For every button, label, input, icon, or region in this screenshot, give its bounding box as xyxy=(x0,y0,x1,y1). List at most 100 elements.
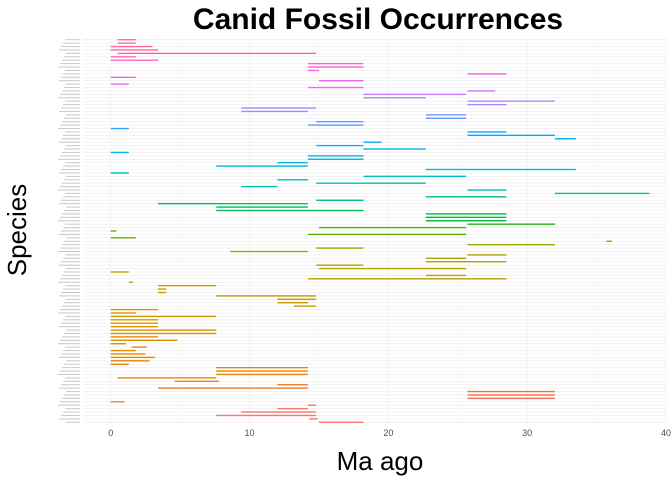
species-tick-label-mark xyxy=(59,326,80,328)
species-tick-label-mark xyxy=(63,350,80,352)
species-tick-label-mark xyxy=(58,312,80,314)
occurrence-bar xyxy=(216,165,308,167)
species-tick-label-mark xyxy=(59,172,80,174)
occurrence-bar xyxy=(110,332,217,335)
species-tick-label-mark xyxy=(61,169,80,171)
occurrence-bar xyxy=(216,209,364,212)
occurrence-bar xyxy=(216,414,317,417)
species-tick-label-mark xyxy=(62,182,80,184)
species-tick-label-mark xyxy=(64,87,80,89)
occurrence-bar xyxy=(110,312,136,314)
occurrence-bar xyxy=(157,291,167,294)
species-tick-label-mark xyxy=(60,124,80,126)
species-tick-label-mark xyxy=(65,377,80,379)
occurrence-bar xyxy=(425,220,507,222)
species-tick-label-mark xyxy=(61,199,80,201)
species-tick-label-mark xyxy=(63,411,80,413)
occurrence-bar xyxy=(110,59,158,61)
occurrence-bar xyxy=(110,319,158,321)
occurrence-bar xyxy=(230,250,308,253)
species-tick-label-mark xyxy=(58,189,80,191)
occurrence-bar xyxy=(110,353,146,355)
species-tick-label-mark xyxy=(58,343,80,345)
occurrence-bar xyxy=(425,274,467,277)
occurrence-bar xyxy=(425,213,507,215)
species-tick-label-mark xyxy=(64,363,80,365)
occurrence-bar xyxy=(467,134,555,137)
species-tick-label-mark xyxy=(66,237,80,239)
occurrence-bar xyxy=(241,110,308,113)
species-tick-label-mark xyxy=(63,196,80,198)
x-tick-label: 30 xyxy=(522,428,532,438)
species-tick-label-mark xyxy=(65,100,80,102)
species-tick-label-mark xyxy=(65,131,80,133)
species-tick-label-mark xyxy=(61,230,80,232)
occurrence-bar xyxy=(157,387,308,389)
species-tick-label-mark xyxy=(62,151,80,153)
species-tick-label-mark xyxy=(58,66,80,68)
species-tick-label-mark xyxy=(60,155,80,157)
occurrence-bar xyxy=(467,243,555,246)
species-tick-label-mark xyxy=(58,97,80,99)
occurrence-bar xyxy=(318,226,467,229)
x-tick-label: 40 xyxy=(661,428,671,438)
occurrence-bar xyxy=(554,192,650,195)
species-tick-label-mark xyxy=(58,220,80,222)
species-tick-label-mark xyxy=(59,203,80,205)
occurrence-bar xyxy=(425,261,507,263)
species-tick-label-mark xyxy=(65,285,80,287)
occurrence-bar xyxy=(467,394,555,396)
occurrence-bar xyxy=(363,93,467,96)
species-tick-label-mark xyxy=(66,268,80,270)
species-tick-label-mark xyxy=(65,223,80,225)
species-tick-label-mark xyxy=(65,346,80,348)
occurrence-bar xyxy=(363,141,382,143)
occurrence-bar xyxy=(467,103,507,106)
species-tick-label-mark xyxy=(64,117,80,119)
species-tick-label-mark xyxy=(60,186,80,188)
occurrence-bar xyxy=(467,390,555,393)
occurrence-bar xyxy=(277,161,308,164)
species-tick-label-mark xyxy=(64,148,80,150)
occurrence-bar xyxy=(110,356,156,359)
species-tick-label-mark xyxy=(66,329,80,331)
species-tick-label-mark xyxy=(64,179,80,181)
occurrence-bar xyxy=(110,308,158,311)
species-tick-label-mark xyxy=(66,175,80,177)
species-tick-label-mark xyxy=(65,162,80,164)
occurrence-bar xyxy=(425,196,507,198)
occurrence-bar xyxy=(425,216,507,219)
species-tick-label-mark xyxy=(60,278,80,280)
species-tick-label-mark xyxy=(59,264,80,266)
species-tick-label-mark xyxy=(60,370,80,372)
occurrence-bar xyxy=(467,73,507,75)
occurrence-bar xyxy=(216,366,308,369)
occurrence-bar xyxy=(110,237,136,239)
species-tick-label-mark xyxy=(64,302,80,304)
occurrence-bar xyxy=(363,148,426,150)
species-tick-label-mark xyxy=(66,206,80,208)
occurrence-bar xyxy=(425,114,467,116)
species-tick-label-mark xyxy=(65,192,80,194)
occurrence-bar xyxy=(110,343,127,345)
species-tick-label-mark xyxy=(63,73,80,75)
species-tick-label-mark xyxy=(58,404,80,406)
species-tick-label-mark xyxy=(61,46,80,48)
occurrence-bar xyxy=(316,144,364,147)
species-tick-label-mark xyxy=(64,210,80,211)
occurrence-bar xyxy=(277,302,308,304)
major-gridlines xyxy=(83,38,667,424)
occurrence-bar xyxy=(110,315,217,318)
species-tick-label-mark xyxy=(61,291,80,293)
species-tick-label-mark xyxy=(63,165,80,167)
y-axis-title: Species xyxy=(2,184,32,277)
occurrence-bar xyxy=(110,45,153,48)
species-tick-label-mark xyxy=(63,42,80,44)
species-tick-label-mark xyxy=(62,336,80,338)
occurrence-bar xyxy=(110,336,158,338)
occurrence-bar xyxy=(307,124,364,126)
species-tick-label-mark xyxy=(63,257,80,259)
occurrence-bar xyxy=(425,257,467,260)
occurrence-bar xyxy=(467,189,507,191)
